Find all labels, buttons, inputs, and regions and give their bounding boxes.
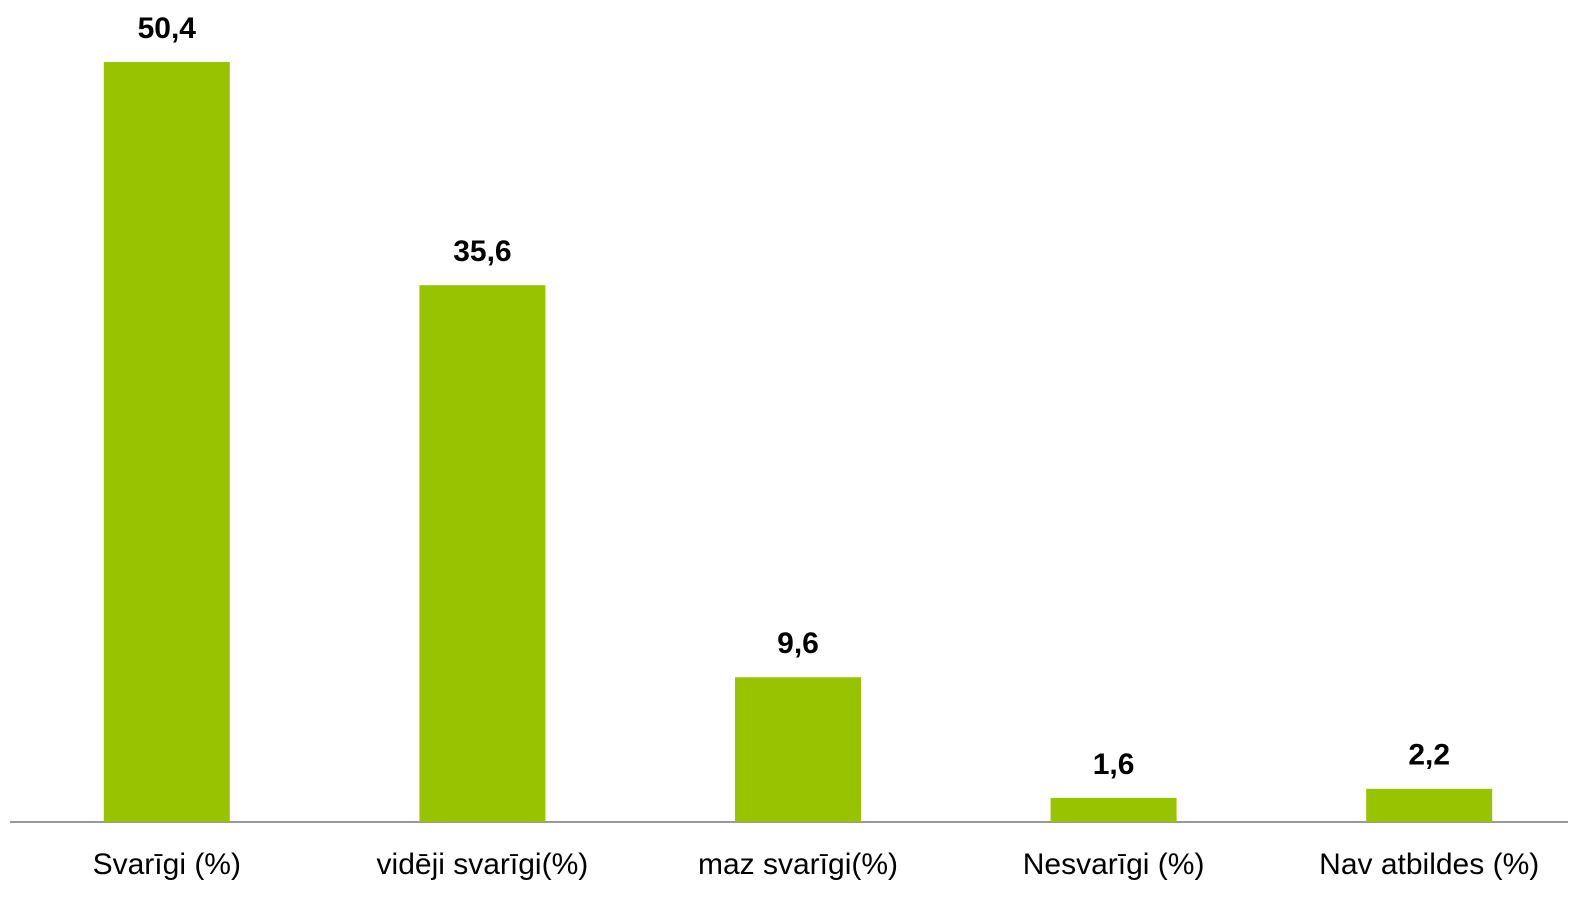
- x-tick-label: maz svarīgi(%): [698, 848, 898, 881]
- bar: [1366, 788, 1493, 822]
- bar: [419, 285, 546, 823]
- value-label: 35,6: [453, 235, 511, 268]
- x-tick-label: Svarīgi (%): [93, 848, 241, 881]
- x-tick-label: Nesvarīgi (%): [1023, 848, 1205, 881]
- value-label: 9,6: [777, 627, 819, 660]
- bar: [103, 62, 230, 822]
- bar: [735, 677, 861, 822]
- x-tick-label: Nav atbildes (%): [1319, 848, 1539, 881]
- x-tick-label: vidēji svarīgi(%): [377, 848, 589, 881]
- value-label: 1,6: [1093, 748, 1135, 781]
- value-label: 50,4: [138, 12, 197, 45]
- value-label: 2,2: [1408, 739, 1450, 772]
- bar: [1050, 797, 1177, 822]
